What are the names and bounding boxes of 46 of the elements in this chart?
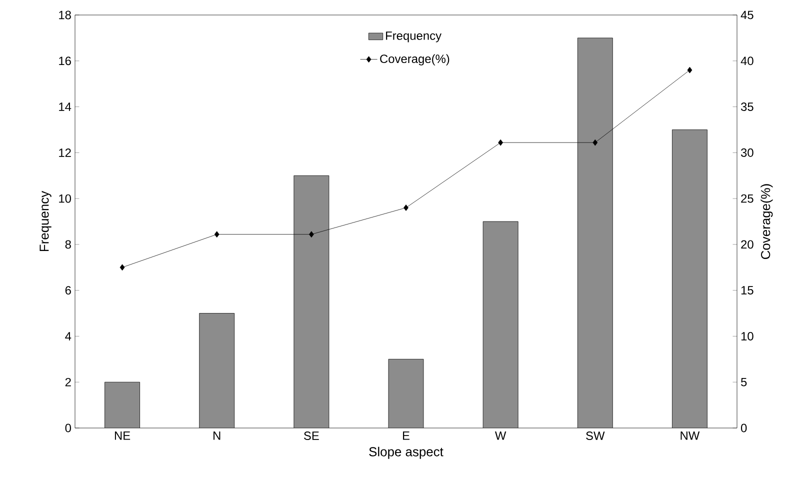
x-axis-title: Slope aspect xyxy=(369,446,444,459)
point xyxy=(404,204,408,211)
x-tick-label: SE xyxy=(304,432,319,440)
point xyxy=(120,264,125,271)
y-tick-label: 6 xyxy=(65,286,71,295)
y-tick-label: 12 xyxy=(59,148,71,157)
x-tick-label: E xyxy=(402,432,410,440)
legend-label: Frequency xyxy=(386,32,442,42)
y-tick-label: 16 xyxy=(59,56,71,66)
y-tick-label: 0 xyxy=(65,424,72,432)
y2-tick-label: 5 xyxy=(741,378,747,386)
y-tick-label: 8 xyxy=(65,240,71,249)
point xyxy=(498,139,504,146)
point xyxy=(308,231,314,238)
y-axis-title: Frequency xyxy=(40,190,52,252)
bar xyxy=(672,130,708,428)
y2-axis-title: Coverage(%) xyxy=(760,184,773,259)
bar xyxy=(483,222,518,428)
bar xyxy=(199,313,234,428)
y-tick-label: 2 xyxy=(65,378,71,386)
y-tick-label: 18 xyxy=(59,10,71,20)
y2-tick-label: 25 xyxy=(741,194,754,203)
bar xyxy=(104,382,140,428)
y2-tick-label: 0 xyxy=(740,424,747,432)
y2-tick-label: 15 xyxy=(741,286,754,294)
point xyxy=(214,231,220,238)
bar xyxy=(294,176,329,428)
y-tick-label: 14 xyxy=(59,102,72,111)
y2-tick-label: 40 xyxy=(740,56,754,66)
y2-tick-label: 10 xyxy=(741,332,754,340)
y-tick-label: 10 xyxy=(59,194,72,203)
point xyxy=(687,66,692,74)
y2-tick-label: 20 xyxy=(741,240,754,249)
bar xyxy=(388,359,424,428)
legend-label: Coverage(%) xyxy=(380,54,450,66)
x-tick-label: N xyxy=(214,432,220,440)
y2-tick-label: 35 xyxy=(740,102,754,111)
y2-tick-label: 45 xyxy=(740,10,754,20)
x-tick-label: SW xyxy=(586,432,605,440)
x-tick-label: NE xyxy=(114,432,130,440)
y2-tick-label: 30 xyxy=(740,148,754,157)
bar xyxy=(578,38,613,428)
x-tick-label: NW xyxy=(680,432,700,440)
y-tick-label: 4 xyxy=(65,332,72,340)
point xyxy=(592,139,598,146)
x-tick-label: W xyxy=(494,432,506,440)
